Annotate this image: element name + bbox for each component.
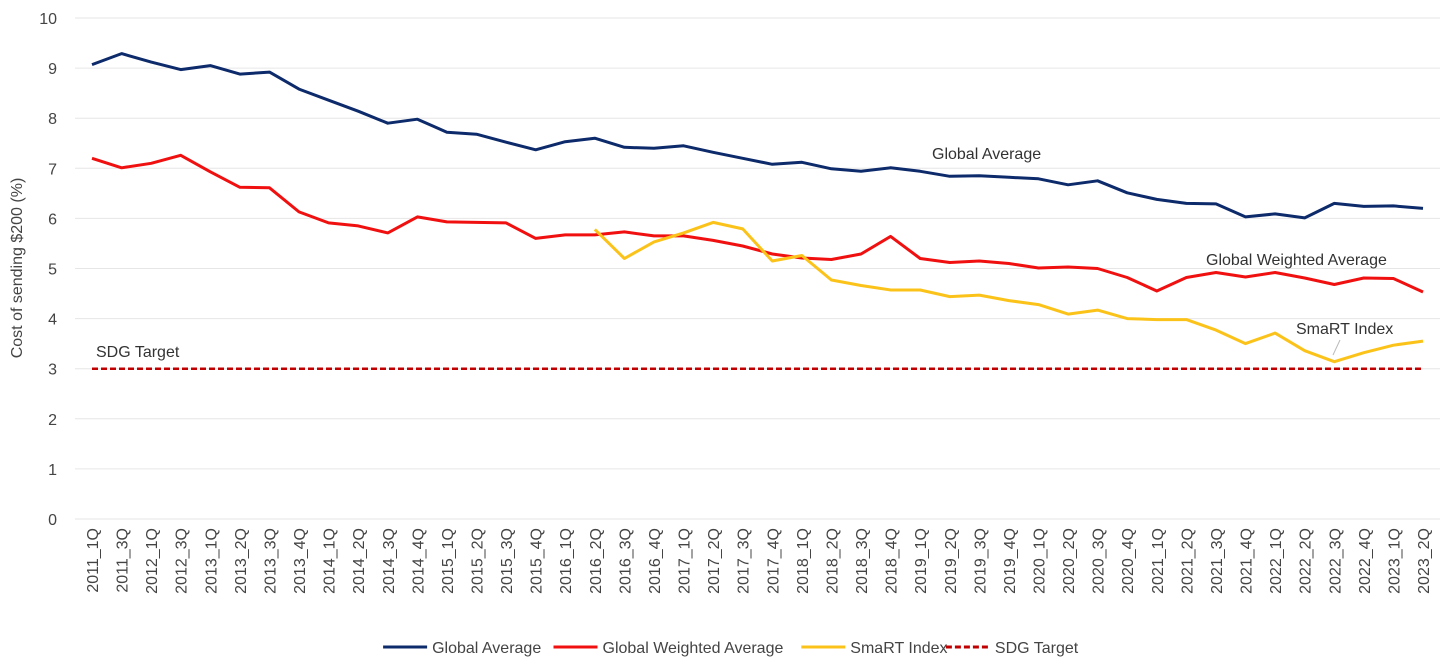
x-tick-label: 2013_3Q <box>262 528 279 594</box>
x-tick-label: 2012_1Q <box>144 528 161 594</box>
legend-label: Global Weighted Average <box>603 640 784 657</box>
x-tick-label: 2021_2Q <box>1179 528 1196 594</box>
annotation: SDG Target <box>96 344 180 361</box>
x-tick-label: 2015_3Q <box>499 528 516 594</box>
y-tick-label: 10 <box>39 11 57 28</box>
y-tick-label: 7 <box>48 161 57 178</box>
x-tick-label: 2018_3Q <box>854 528 871 594</box>
x-tick-label: 2014_1Q <box>322 528 339 594</box>
x-tick-label: 2020_1Q <box>1031 528 1048 594</box>
x-tick-label: 2020_2Q <box>1061 528 1078 594</box>
x-tick-label: 2021_1Q <box>1150 528 1167 594</box>
x-tick-label: 2019_2Q <box>943 528 960 594</box>
x-tick-label: 2013_4Q <box>292 528 309 594</box>
series-line <box>593 220 1424 364</box>
y-tick-label: 9 <box>48 61 57 78</box>
annotation: SmaRT Index <box>1296 321 1393 338</box>
annotation: Global Weighted Average <box>1206 252 1387 269</box>
x-tick-label: 2016_2Q <box>588 528 605 594</box>
x-tick-label: 2017_4Q <box>765 528 782 594</box>
x-tick-label: 2022_4Q <box>1357 528 1374 594</box>
y-tick-label: 3 <box>48 362 57 379</box>
x-tick-label: 2014_2Q <box>351 528 368 594</box>
x-tick-label: 2015_2Q <box>470 528 487 594</box>
x-tick-label: 2017_3Q <box>736 528 753 594</box>
x-tick-label: 2016_1Q <box>558 528 575 594</box>
x-tick-label: 2011_1Q <box>85 528 102 593</box>
x-tick-label: 2021_3Q <box>1209 528 1226 594</box>
x-tick-label: 2018_1Q <box>795 528 812 594</box>
series-line <box>91 52 1424 220</box>
x-tick-label: 2021_4Q <box>1239 528 1256 594</box>
x-tick-label: 2012_3Q <box>174 528 191 594</box>
x-tick-label: 2017_2Q <box>706 528 723 594</box>
x-tick-label: 2020_3Q <box>1091 528 1108 594</box>
y-tick-label: 8 <box>48 111 57 128</box>
x-tick-label: 2015_4Q <box>529 528 546 594</box>
y-tick-label: 4 <box>48 312 57 329</box>
y-tick-label: 2 <box>48 412 57 429</box>
x-tick-label: 2023_1Q <box>1386 528 1403 594</box>
x-tick-label: 2013_2Q <box>233 528 250 594</box>
x-tick-label: 2019_1Q <box>913 528 930 594</box>
x-tick-label: 2017_1Q <box>677 528 694 594</box>
x-tick-label: 2016_4Q <box>647 528 664 594</box>
legend-label: SDG Target <box>995 640 1079 657</box>
x-tick-label: 2018_4Q <box>884 528 901 594</box>
legend: Global Average Global Weighted Average Sma… <box>383 640 1079 657</box>
x-tick-label: 2022_2Q <box>1298 528 1315 594</box>
y-tick-label: 5 <box>48 262 57 279</box>
y-tick-label: 0 <box>48 512 57 529</box>
x-tick-label: 2018_2Q <box>824 528 841 594</box>
x-tick-label: 2022_1Q <box>1268 528 1285 594</box>
x-tick-label: 2014_3Q <box>381 528 398 594</box>
x-tick-label: 2022_3Q <box>1327 528 1344 594</box>
y-tick-label: 1 <box>48 462 57 479</box>
x-tick-label: 2013_1Q <box>203 528 220 594</box>
legend-label: Global Average <box>432 640 541 657</box>
x-tick-label: 2019_3Q <box>972 528 989 594</box>
x-tick-label: 2014_4Q <box>410 528 427 594</box>
y-tick-label: 6 <box>48 211 57 228</box>
x-tick-label: 2020_4Q <box>1120 528 1137 594</box>
legend-label: SmaRT Index <box>850 640 947 657</box>
x-tick-label: 2011_3Q <box>115 528 132 593</box>
x-tick-label: 2016_3Q <box>617 528 634 594</box>
x-tick-label: 2015_1Q <box>440 528 457 594</box>
y-axis-label: Cost of sending $200 (%) <box>9 178 26 359</box>
annotation: Global Average <box>932 146 1041 163</box>
x-tick-label: 2023_2Q <box>1416 528 1433 594</box>
x-tick-label: 2019_4Q <box>1002 528 1019 594</box>
series-line <box>91 153 1424 294</box>
annotation-leader <box>1332 339 1341 356</box>
